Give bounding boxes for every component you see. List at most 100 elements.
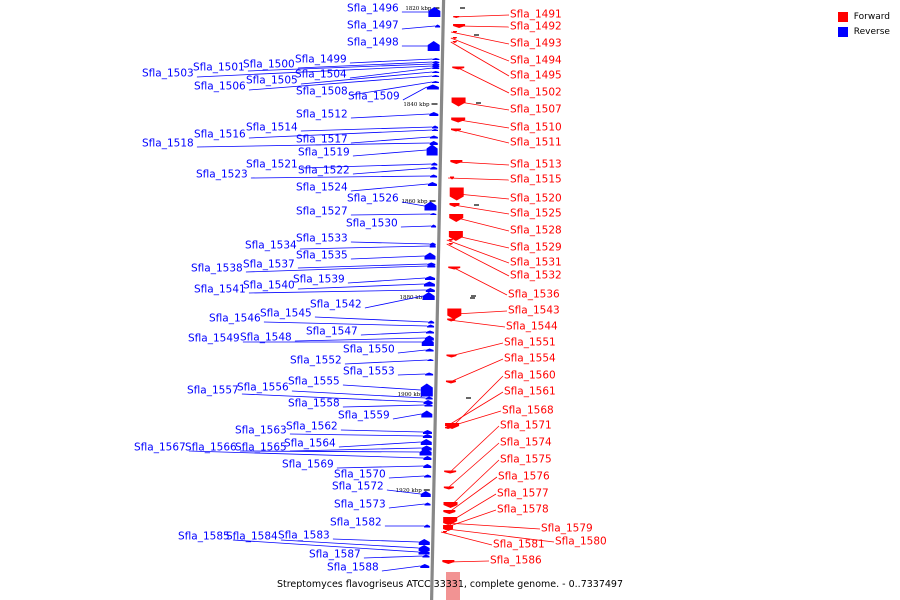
reverse-swatch [837,26,848,37]
forward-gene-label: Sfla_1580 [555,536,607,548]
reverse-gene-glyph [427,182,437,186]
reverse-gene-connector [291,390,426,399]
reverse-gene-glyph [427,264,436,268]
reverse-gene-label: Sfla_1497 [347,20,399,32]
forward-gene-label: Sfla_1568 [502,405,554,417]
reverse-gene-glyph [427,324,435,328]
reverse-gene-connector [401,25,436,30]
reverse-gene-connector [400,225,432,228]
reverse-gene-connector [402,86,428,101]
reverse-gene-glyph [419,448,432,456]
reverse-gene-connector [250,175,431,179]
reverse-gene-glyph [432,71,440,73]
reverse-gene-glyph [432,61,440,63]
reverse-gene-glyph [421,445,432,451]
reverse-gene-label: Sfla_1572 [332,481,384,493]
reverse-gene-connector [397,373,426,376]
reverse-gene-glyph [430,166,438,170]
reverse-gene-glyph [432,64,440,68]
reverse-gene-label: Sfla_1504 [295,69,347,81]
reverse-gene-label: Sfla_1557 [187,385,239,397]
reverse-gene-connector [350,81,433,96]
reverse-gene-label: Sfla_1534 [245,240,297,252]
forward-gene-label: Sfla_1543 [508,305,560,317]
reverse-gene-glyph [427,359,434,361]
forward-gene-label: Sfla_1579 [541,523,593,535]
legend-label-reverse: Reverse [853,26,890,37]
reverse-gene-connector [397,349,426,354]
forward-gene-connector [459,119,510,129]
genome-axis [430,0,446,600]
reverse-gene-glyph [420,439,432,445]
reverse-gene-label: Sfla_1535 [296,250,348,262]
forward-gene-glyph [447,318,456,322]
forward-gene-glyph [451,128,461,132]
forward-gene-connector [446,239,510,264]
legend-item-reverse: Reverse [837,24,890,39]
reverse-gene-label: Sfla_1506 [194,81,246,93]
reverse-gene-connector [338,441,421,448]
forward-gene-glyph [447,308,462,320]
reverse-gene-label: Sfla_1519 [298,147,350,159]
reverse-gene-glyph [420,564,430,568]
forward-gene-connector [450,31,510,45]
forward-gene-connector [446,509,497,528]
reverse-gene-label: Sfla_1588 [327,562,379,574]
forward-gene-glyph [449,203,460,207]
reverse-gene-label: Sfla_1559 [338,410,390,422]
forward-gene-connector [446,391,504,427]
reverse-gene-connector [350,136,430,144]
reverse-gene-glyph [425,396,433,400]
forward-gene-glyph [445,424,454,428]
reverse-gene-glyph [424,252,436,260]
forward-gene-connector [458,67,510,94]
reverse-gene-label: Sfla_1545 [260,308,312,320]
reverse-gene-glyph [429,242,436,246]
forward-gene-connector [448,177,510,181]
tick-label: 1820 kbp [405,6,432,12]
reverse-gene-label: Sfla_1569 [282,459,334,471]
forward-gene-label: Sfla_1554 [504,353,556,365]
reverse-gene-label: Sfla_1583 [278,530,330,542]
forward-gene-glyph [443,486,454,490]
reverse-gene-glyph [431,81,439,83]
forward-gene-glyph [452,37,457,39]
reverse-gene-label: Sfla_1521 [246,159,298,171]
forward-gene-label: Sfla_1561 [504,386,556,398]
reverse-gene-connector [245,265,428,273]
reverse-gene-glyph [432,62,440,66]
reverse-gene-label: Sfla_1566 [185,442,237,454]
legend-label-forward: Forward [853,11,890,22]
forward-gene-glyph [448,243,453,245]
reverse-gene-connector [299,245,430,250]
forward-gene-label: Sfla_1578 [497,504,549,516]
reverse-gene-label: Sfla_1582 [330,517,382,529]
reverse-gene-glyph [425,372,434,376]
forward-gene-connector [457,193,510,200]
forward-gene-glyph [449,214,464,222]
forward-gene-connector [453,204,510,215]
reverse-gene-glyph [424,474,432,478]
reverse-gene-glyph [432,129,438,131]
reverse-gene-connector [300,126,433,132]
forward-gene-connector [452,375,504,427]
forward-gene-connector [455,310,508,315]
reverse-gene-connector [352,149,427,157]
forward-gene-glyph [450,160,463,164]
reverse-gene-glyph [418,545,430,551]
reverse-gene-label: Sfla_1552 [290,355,342,367]
reverse-gene-glyph [423,456,432,460]
reverse-gene-glyph [420,491,431,497]
forward-gene-glyph [443,510,456,514]
forward-gene-connector [446,243,510,277]
reverse-gene-connector [363,555,423,559]
legend: Forward Reverse [837,9,890,39]
reverse-gene-connector [349,58,433,64]
forward-gene-connector [448,560,490,563]
forward-gene-glyph [443,502,458,508]
reverse-gene-connector [347,277,426,284]
forward-gene-connector [453,14,510,18]
reverse-gene-glyph [427,262,436,266]
reverse-gene-glyph [435,24,441,28]
